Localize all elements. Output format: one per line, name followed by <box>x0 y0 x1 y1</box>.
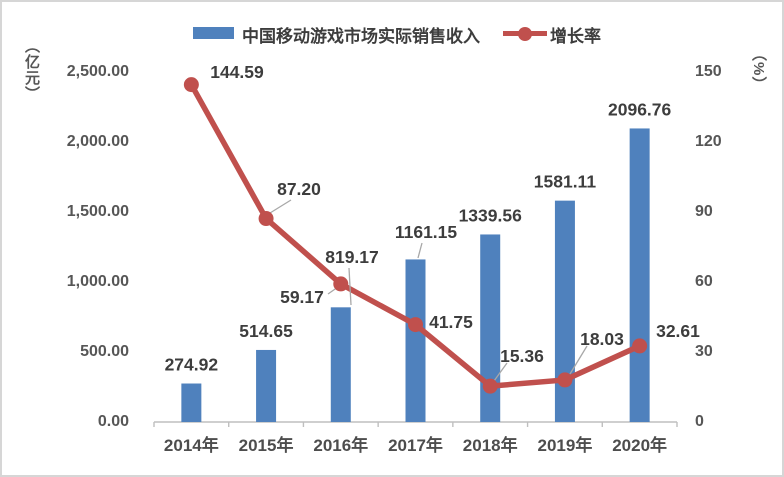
bar-value-label-5: 1581.11 <box>534 172 597 192</box>
growth-marker-4 <box>482 378 498 394</box>
x-axis-label-3: 2017年 <box>388 436 443 455</box>
left-axis-tick-3: 1,000.00 <box>66 273 129 290</box>
growth-value-label-1: 87.20 <box>277 179 321 199</box>
left-axis-tick-1: 2,000.00 <box>66 133 129 150</box>
growth-marker-2 <box>333 276 349 292</box>
growth-marker-3 <box>408 317 423 333</box>
revenue-bar-6 <box>629 128 650 422</box>
right-axis-tick-2: 90 <box>695 203 713 220</box>
left-axis-tick-5: 0.00 <box>97 413 129 430</box>
legend-line-marker-icon <box>518 26 532 41</box>
left-axis-tick-4: 500.00 <box>80 343 129 360</box>
bar-value-label-1: 514.65 <box>239 321 293 341</box>
right-axis-tick-5: 0 <box>695 413 704 430</box>
leader-line-1 <box>417 242 423 259</box>
revenue-bar-3 <box>405 259 426 422</box>
bar-value-label-3: 1161.15 <box>395 222 458 242</box>
bar-value-label-6: 2096.76 <box>608 99 672 119</box>
left-axis-tick-0: 2,500.00 <box>66 63 129 80</box>
bar-value-label-2: 819.17 <box>325 247 379 267</box>
legend-label-growth: 增长率 <box>550 27 601 46</box>
right-axis-title: （%） <box>750 46 767 93</box>
x-axis-label-0: 2014年 <box>163 436 219 455</box>
x-axis-label-2: 2016年 <box>313 436 369 455</box>
right-axis-tick-3: 60 <box>695 273 713 290</box>
growth-marker-1 <box>258 211 274 227</box>
growth-marker-5 <box>557 372 573 388</box>
growth-value-label-4: 15.36 <box>500 346 544 366</box>
right-axis-tick-0: 150 <box>695 63 722 80</box>
bar-value-label-0: 274.92 <box>165 355 219 375</box>
leader-line-0 <box>348 267 352 306</box>
bar-value-label-4: 1339.56 <box>459 205 523 225</box>
growth-value-label-6: 32.61 <box>656 321 700 341</box>
left-axis-tick-2: 1,500.00 <box>66 203 129 220</box>
x-axis-label-5: 2019年 <box>537 436 593 455</box>
left-axis-title: （亿元） <box>23 38 40 102</box>
leader-line-2 <box>269 199 292 214</box>
x-axis-label-1: 2015年 <box>238 436 294 455</box>
growth-value-label-0: 144.59 <box>210 62 264 82</box>
revenue-bar-0 <box>181 383 202 422</box>
growth-value-label-5: 18.03 <box>580 329 624 349</box>
leader-line-4 <box>493 362 508 382</box>
growth-marker-0 <box>183 77 199 93</box>
growth-marker-6 <box>632 338 648 354</box>
revenue-bar-4 <box>480 234 501 422</box>
leader-line-5 <box>569 345 588 375</box>
x-axis-label-6: 2020年 <box>612 436 668 455</box>
legend-bar-swatch-icon <box>193 27 234 39</box>
legend-label-revenue: 中国移动游戏市场实际销售收入 <box>242 27 480 46</box>
revenue-bar-5 <box>554 200 575 422</box>
x-axis-label-4: 2018年 <box>462 436 518 455</box>
growth-value-label-2: 59.17 <box>280 287 324 307</box>
revenue-bar-2 <box>330 307 351 422</box>
right-axis-tick-4: 30 <box>695 343 713 360</box>
revenue-bar-1 <box>256 349 277 422</box>
growth-value-label-3: 41.75 <box>429 312 473 332</box>
right-axis-tick-1: 120 <box>695 133 722 150</box>
